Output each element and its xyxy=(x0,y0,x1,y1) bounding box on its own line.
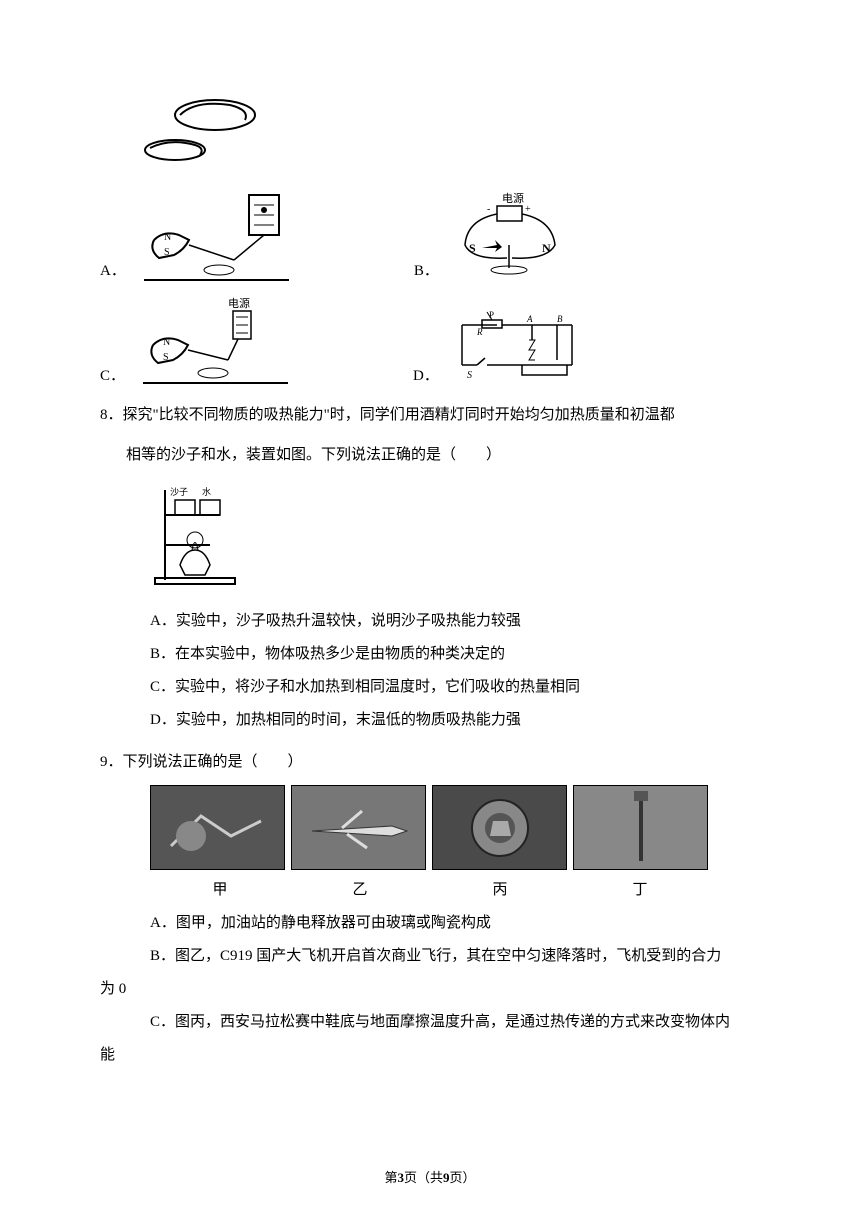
svg-text:B: B xyxy=(557,314,563,324)
svg-text:P: P xyxy=(489,310,494,320)
q8-text2: 相等的沙子和水，装置如图。下列说法正确的是（ ） xyxy=(126,447,501,463)
page-footer: 第3页（共9页） xyxy=(0,1167,860,1186)
q9-img-jia xyxy=(150,785,285,870)
q9-option-b1: B．图乙，C919 国产大飞机开启首次商业飞行，其在空中匀速降落时，飞机受到的合… xyxy=(100,940,760,973)
svg-text:沙子: 沙子 xyxy=(170,487,188,497)
q8-option-d: D．实验中，加热相同的时间，末温低的物质吸热能力强 xyxy=(100,704,760,737)
q9-label-ding: 丁 xyxy=(570,878,710,899)
q9-image-row: 甲 乙 丙 丁 xyxy=(150,785,760,899)
dianyuan-text-b: 电源 xyxy=(502,191,524,205)
option-c-label: C． xyxy=(100,364,125,390)
q8-experiment-diagram: 沙子 水 xyxy=(150,480,250,590)
q8-option-c: C．实验中，将沙子和水加热到相同温度时，它们吸收的热量相同 xyxy=(100,671,760,704)
svg-text:+: + xyxy=(525,204,531,215)
q9-img-ding xyxy=(573,785,708,870)
q9-img-yi xyxy=(291,785,426,870)
option-b-label: B． xyxy=(414,259,439,285)
q8-number: 8． xyxy=(100,407,123,423)
svg-text:S: S xyxy=(163,352,169,363)
svg-text:S: S xyxy=(164,247,170,258)
diagram-a: N S xyxy=(134,190,294,285)
q8-text1: 探究"比较不同物质的吸热能力"时，同学们用酒精灯同时开始均匀加热质量和初温都 xyxy=(123,407,675,423)
q8-option-b: B．在本实验中，物体吸热多少是由物质的种类决定的 xyxy=(100,638,760,671)
svg-text:A: A xyxy=(526,314,533,324)
q8-option-a: A．实验中，沙子吸热升温较快，说明沙子吸热能力较强 xyxy=(100,605,760,638)
svg-text:N: N xyxy=(164,232,171,243)
diagram-d: P R A B S xyxy=(447,310,587,390)
q9-option-b2: 为 0 xyxy=(100,973,760,1006)
dianyuan-text-c: 电源 xyxy=(228,296,250,310)
q9-label-yi: 乙 xyxy=(290,878,430,899)
diagram-c: 电源 N S xyxy=(133,295,293,390)
q9-option-c2: 能 xyxy=(100,1039,760,1072)
svg-text:S: S xyxy=(469,241,476,255)
shoe-diagram xyxy=(140,90,270,170)
svg-text:-: - xyxy=(487,204,490,215)
q9-option-a: A．图甲，加油站的静电释放器可由玻璃或陶瓷构成 xyxy=(100,907,760,940)
q9-img-bing xyxy=(432,785,567,870)
q9-label-bing: 丙 xyxy=(430,878,570,899)
diagram-b: 电源 - + S N xyxy=(447,190,577,285)
q9-label-jia: 甲 xyxy=(150,878,290,899)
q9-option-c1: C．图丙，西安马拉松赛中鞋底与地面摩擦温度升高，是通过热传递的方式来改变物体内 xyxy=(100,1006,760,1039)
q9-text: 下列说法正确的是（ ） xyxy=(123,754,303,770)
svg-text:R: R xyxy=(476,327,483,337)
svg-text:N: N xyxy=(542,241,551,255)
svg-text:N: N xyxy=(163,337,170,348)
option-a-label: A． xyxy=(100,259,126,285)
svg-text:水: 水 xyxy=(202,486,211,497)
q9-number: 9． xyxy=(100,754,123,770)
svg-text:S: S xyxy=(467,370,472,381)
option-d-label: D． xyxy=(413,364,439,390)
